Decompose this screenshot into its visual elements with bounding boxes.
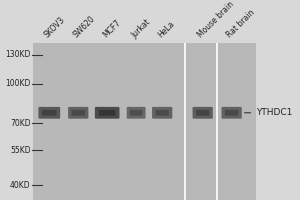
FancyBboxPatch shape [72, 110, 85, 116]
Text: MCF7: MCF7 [101, 18, 122, 40]
FancyBboxPatch shape [68, 107, 88, 119]
Text: YTHDC1: YTHDC1 [256, 108, 292, 117]
FancyBboxPatch shape [127, 107, 146, 119]
FancyBboxPatch shape [155, 110, 169, 116]
Text: Rat brain: Rat brain [225, 8, 257, 40]
Text: Mouse brain: Mouse brain [196, 0, 236, 40]
Text: 40KD: 40KD [10, 181, 31, 190]
Text: 55KD: 55KD [10, 146, 31, 155]
FancyBboxPatch shape [95, 107, 119, 119]
FancyBboxPatch shape [38, 107, 60, 119]
Text: Jurkat: Jurkat [130, 17, 152, 40]
Text: 130KD: 130KD [5, 50, 31, 59]
Text: 70KD: 70KD [10, 119, 31, 128]
Text: SW620: SW620 [72, 14, 97, 40]
FancyBboxPatch shape [99, 110, 116, 116]
Text: 100KD: 100KD [5, 79, 31, 88]
FancyBboxPatch shape [130, 110, 142, 116]
FancyBboxPatch shape [193, 107, 213, 119]
FancyBboxPatch shape [196, 110, 209, 116]
FancyBboxPatch shape [221, 107, 242, 119]
FancyBboxPatch shape [225, 110, 238, 116]
Text: SKOV3: SKOV3 [43, 15, 67, 40]
Text: HeLa: HeLa [156, 20, 176, 40]
FancyBboxPatch shape [42, 110, 56, 116]
FancyBboxPatch shape [33, 43, 256, 200]
FancyBboxPatch shape [152, 107, 172, 119]
